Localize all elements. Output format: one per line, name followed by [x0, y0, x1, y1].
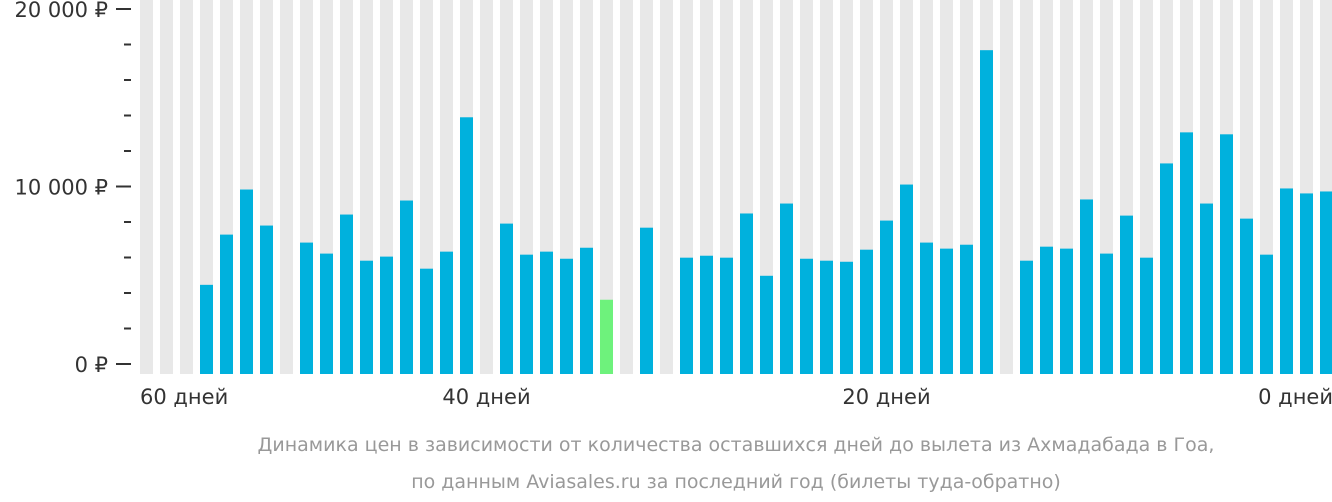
bar-background [160, 0, 173, 374]
bar [560, 258, 573, 374]
bar [380, 256, 393, 374]
bar [900, 184, 913, 374]
bar [840, 261, 853, 374]
bar [1140, 257, 1153, 374]
caption-line-1: Динамика цен в зависимости от количества… [258, 434, 1215, 456]
bar [1200, 203, 1213, 374]
bar [940, 248, 953, 374]
bar [780, 203, 793, 374]
bar [800, 258, 813, 374]
bar [1080, 199, 1093, 374]
bar [360, 260, 373, 374]
y-tick-label: 0 ₽ [75, 353, 108, 377]
bar [920, 242, 933, 374]
bar [240, 189, 253, 374]
bar [340, 214, 353, 374]
bar [980, 50, 993, 375]
bar [300, 242, 313, 374]
x-tick-label: 0 дней [1258, 385, 1332, 409]
bars [200, 50, 1332, 375]
bar [1260, 254, 1273, 374]
bar [1160, 163, 1173, 374]
bar-backgrounds [140, 0, 1332, 374]
bar [520, 254, 533, 374]
bar [1120, 215, 1133, 374]
bar [1220, 134, 1233, 374]
bar [1020, 260, 1033, 374]
bar [1100, 253, 1113, 374]
bar [860, 249, 873, 374]
bar-background [480, 0, 493, 374]
bar [320, 253, 333, 374]
bar-lowest-price [600, 299, 613, 374]
bar [220, 234, 233, 374]
bar [640, 227, 653, 374]
bar [880, 220, 893, 374]
bar [1060, 248, 1073, 374]
bar-background [280, 0, 293, 374]
bar [200, 284, 213, 374]
bar [1180, 132, 1193, 374]
bar [720, 257, 733, 374]
bar-background [140, 0, 153, 374]
caption-line-2: по данным Aviasales.ru за последний год … [411, 471, 1061, 493]
bar [1280, 188, 1293, 374]
y-tick-label: 10 000 ₽ [14, 176, 108, 200]
bar [1320, 191, 1332, 374]
bar [700, 255, 713, 374]
bar [440, 251, 453, 374]
bar-background [620, 0, 633, 374]
bar-background [180, 0, 193, 374]
bar-background [600, 0, 613, 374]
bar [1240, 218, 1253, 374]
bar [820, 260, 833, 374]
bar [400, 200, 413, 374]
bar [500, 223, 513, 374]
x-tick-label: 60 дней [140, 385, 228, 409]
bar [460, 117, 473, 375]
bar-background [200, 0, 213, 374]
bar-background [660, 0, 673, 374]
bar [540, 251, 553, 374]
y-tick-label: 20 000 ₽ [14, 0, 108, 22]
bar [960, 244, 973, 374]
x-tick-label: 40 дней [442, 385, 530, 409]
bar [1300, 193, 1313, 374]
bar [740, 213, 753, 374]
bar [1040, 246, 1053, 374]
bar [760, 275, 773, 374]
bar [580, 247, 593, 374]
x-tick-label: 20 дней [842, 385, 930, 409]
bar [420, 268, 433, 374]
bar-background [1000, 0, 1013, 374]
y-axis: 0 ₽ 10 000 ₽ 20 000 ₽ [14, 0, 131, 377]
bar [680, 257, 693, 374]
x-axis: 60 дней 40 дней 20 дней 0 дней [140, 385, 1332, 409]
bar [260, 225, 273, 374]
